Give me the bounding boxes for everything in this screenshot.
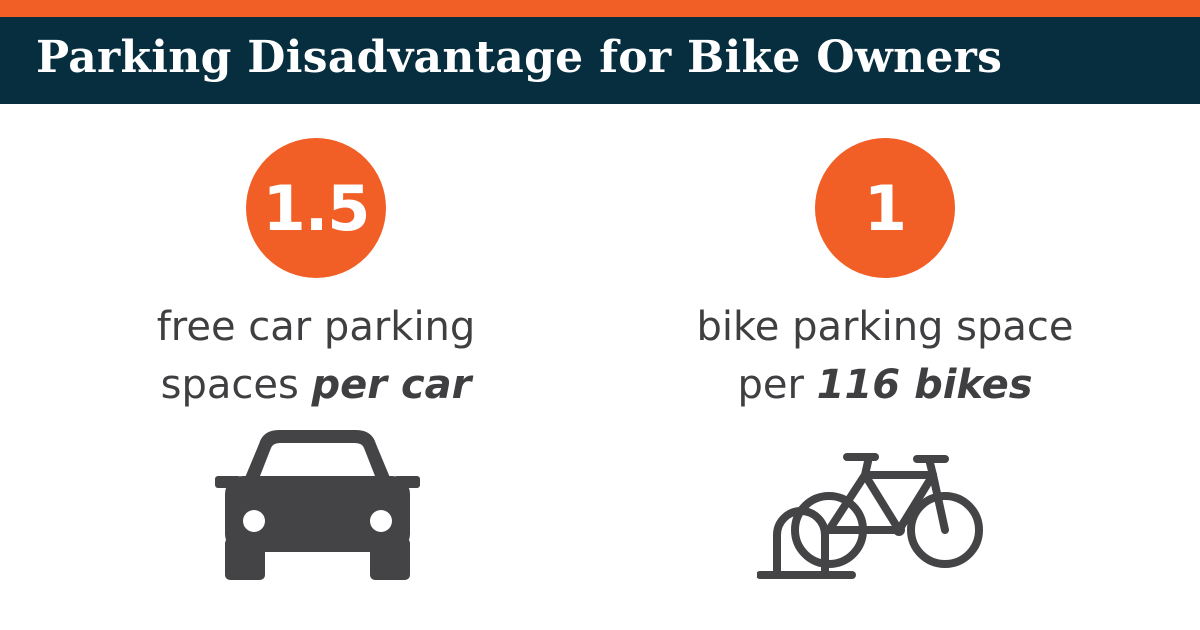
bike-caption-emphasis: 116 bikes <box>816 362 1033 408</box>
bike-stat-caption: bike parking space per 116 bikes <box>585 298 1185 414</box>
bike-parking-stat: 1 bike parking space per 116 bikes <box>585 138 1185 414</box>
bike-rack-icon <box>757 453 983 579</box>
car-stat-caption: free car parking spaces per car <box>16 298 616 414</box>
car-caption-line-2: spaces per car <box>16 356 616 414</box>
car-parking-stat: 1.5 free car parking spaces per car <box>16 138 616 414</box>
car-caption-plain: spaces <box>160 362 312 408</box>
bike-caption-plain: per <box>737 362 817 408</box>
car-caption-line-1: free car parking <box>156 304 476 350</box>
top-accent-stripe <box>0 0 1200 17</box>
bike-stat-value: 1 <box>863 171 907 245</box>
car-stat-value: 1.5 <box>262 171 371 245</box>
bike-caption-line-2: per 116 bikes <box>585 356 1185 414</box>
bike-caption-line-1: bike parking space <box>696 304 1074 350</box>
page-title: Parking Disadvantage for Bike Owners <box>36 32 1003 83</box>
car-caption-emphasis: per car <box>311 362 472 408</box>
car-stat-badge: 1.5 <box>246 138 386 278</box>
bike-stat-badge: 1 <box>815 138 955 278</box>
header-bar <box>0 17 1200 104</box>
car-icon <box>215 430 420 580</box>
